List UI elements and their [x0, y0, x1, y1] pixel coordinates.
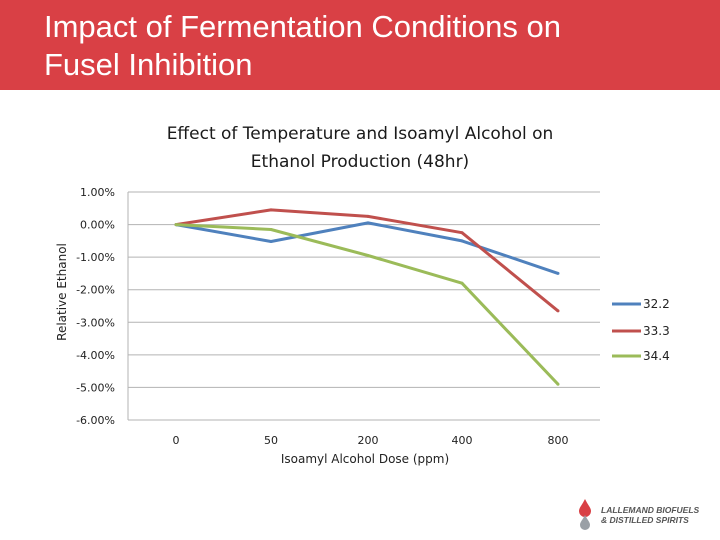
y-tick-label: 1.00% [80, 186, 115, 199]
y-tick-label: -4.00% [76, 349, 115, 362]
chart-title-line-1: Effect of Temperature and Isoamyl Alcoho… [167, 124, 554, 144]
data-point-32.2 [556, 271, 560, 275]
x-axis-ticks: 0 50 200 400 800 [173, 434, 569, 447]
slide-title-line-2: Fusel Inhibition [44, 47, 253, 82]
y-tick-label: -6.00% [76, 414, 115, 427]
y-axis-ticks: 1.00% 0.00% -1.00% -2.00% -3.00% -4.00% -5.00%… [76, 186, 115, 427]
data-point-32.2 [269, 240, 273, 243]
company-logo: LALLEMAND BIOFUELS & DISTILLED SPIRITS [573, 497, 713, 533]
y-tick-label: -5.00% [76, 381, 115, 394]
legend-label-32.2: 32.2 [643, 297, 670, 311]
y-tick-label: 0.00% [80, 219, 115, 232]
data-point-34.4 [269, 228, 273, 231]
chart-title-line-2: Ethanol Production (48hr) [251, 152, 469, 172]
data-point-33.3 [460, 231, 464, 235]
series-line-34.4 [175, 223, 560, 386]
data-point-34.4 [366, 254, 370, 257]
y-axis-label: Relative Ethanol [55, 243, 69, 341]
slide-title: Impact of Fermentation Conditions on Fus… [44, 8, 684, 84]
x-axis-label: Isoamyl Alcohol Dose (ppm) [281, 452, 449, 466]
data-point-33.3 [556, 309, 560, 313]
data-point-33.3 [366, 214, 370, 218]
data-point-34.4 [174, 223, 178, 227]
y-tick-label: -1.00% [76, 251, 115, 264]
legend-label-33.3: 33.3 [643, 324, 670, 338]
x-tick-label: 400 [452, 434, 473, 447]
title-banner: Impact of Fermentation Conditions on Fus… [0, 0, 720, 90]
gridlines [127, 191, 600, 421]
legend-label-34.4: 34.4 [643, 349, 670, 363]
y-tick-label: -2.00% [76, 284, 115, 297]
x-tick-label: 50 [264, 434, 278, 447]
x-tick-label: 200 [358, 434, 379, 447]
data-point-34.4 [556, 382, 560, 386]
x-tick-label: 0 [173, 434, 180, 447]
data-point-33.3 [269, 208, 273, 212]
y-tick-label: -3.00% [76, 316, 115, 329]
legend: 32.2 33.3 34.4 [612, 297, 670, 363]
x-tick-label: 800 [548, 434, 569, 447]
data-point-32.2 [366, 221, 370, 225]
logo-wordmark: LALLEMAND BIOFUELS & DISTILLED SPIRITS [601, 505, 700, 525]
data-point-32.2 [460, 239, 464, 243]
series-lines [174, 208, 560, 386]
data-point-34.4 [460, 281, 464, 285]
drops-icon [579, 499, 591, 530]
slide-title-line-1: Impact of Fermentation Conditions on [44, 9, 561, 44]
